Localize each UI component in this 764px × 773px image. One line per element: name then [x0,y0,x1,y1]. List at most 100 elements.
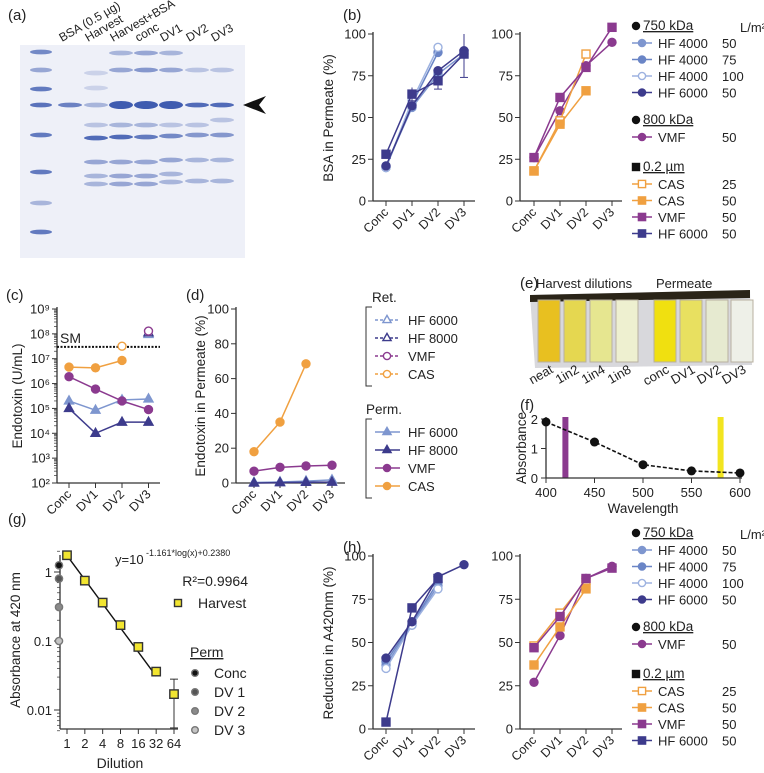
gel-band [30,49,52,55]
y-tick-label: 75 [499,68,513,83]
gel-band [109,67,133,73]
gel-band [185,67,209,73]
series-line [385,53,465,167]
x-tick-label: Conc [361,733,392,764]
gel-band [30,86,52,92]
gel-band [109,101,133,109]
legend-value: 50 [722,543,736,558]
data-point [381,717,391,727]
y-tick-label: 0 [506,194,513,209]
panel-label-b: (b) [343,7,361,24]
data-point [248,476,260,487]
data-point [433,76,443,86]
y-tick-label: 0 [531,471,538,486]
gel-band [134,67,158,73]
reference-line-label: SM [60,330,81,346]
data-point [64,371,74,382]
series-line [385,563,465,659]
legend-bracket [365,306,372,387]
data-point [433,42,443,53]
y-tick-label: 10⁹ [30,302,50,317]
data-point [90,363,101,373]
data-point [90,384,101,394]
x-tick-label: Conc [229,487,260,518]
series-line [533,90,587,172]
x-tick-label: Conc [509,205,540,236]
legend-marker [637,212,647,222]
legend-unit: L/m² [740,527,764,542]
data-point [381,149,391,159]
x-tick-label: DV2 [564,733,591,760]
x-tick-label: DV2 [284,487,311,514]
data-point [142,415,155,426]
legend-label: HF 6000 [658,593,708,608]
gel-band [134,134,158,140]
gel-band [84,85,108,91]
gel-band [134,173,158,179]
x-tick-label: DV1 [538,733,565,760]
data-point [142,392,155,403]
legend-marker [637,562,647,571]
y-tick-label: 80 [215,336,229,351]
legend-group-title: 0.2 µm [643,666,685,681]
legend-label: Conc [214,665,247,681]
x-axis-label: Dilution [97,755,144,771]
legend-marker [381,443,393,454]
cuvette [679,299,703,363]
legend-value: 75 [722,53,736,68]
data-point [275,462,285,473]
legend-marker [637,71,647,81]
legend-marker [637,38,647,48]
legend-label: HF 4000 [658,53,708,68]
series-line [253,481,333,484]
x-tick-label: DV1 [538,205,565,232]
data-point [607,563,617,573]
gel-band [210,117,234,123]
legend-marker [637,196,647,205]
fit-equation: y=10 [115,552,144,567]
y-tick-label: 0 [359,722,366,737]
x-tick-label: Conc [44,487,75,518]
panel-label-g: (g) [8,511,26,528]
data-point [581,86,591,96]
legend-label: HF 4000 [658,576,708,591]
gel-band [134,50,158,56]
x-tick-label: DV3 [442,733,469,760]
data-point [459,559,469,570]
legend-group-title: 750 kDa [643,18,694,33]
legend-group-marker [631,669,641,679]
gel-band [134,101,158,109]
x-tick-label: 600 [729,485,751,500]
cuvette [653,299,677,363]
data-point [169,689,179,699]
data-point [555,92,565,103]
data-point [407,89,417,99]
x-tick-label: 32 [149,736,163,751]
legend-value: 25 [722,177,736,192]
gel-band [210,178,234,184]
legend-value: 50 [722,593,736,608]
y-tick-label: 20 [215,441,229,456]
data-point [143,404,154,415]
legend-value: 50 [722,130,736,145]
series-line [545,421,741,474]
series-line [533,26,613,158]
y-axis-label: BSA in Permeate (%) [321,54,336,182]
y-tick-label: 25 [499,678,513,693]
legend-label: HF 6000 [408,313,458,328]
legend-marker [637,719,647,729]
gel-band [58,102,82,108]
data-point [327,460,337,470]
gel-band [84,135,108,141]
legend-value: 25 [722,684,736,699]
gel-band [159,171,183,177]
data-point [529,642,539,653]
x-tick-label: DV3 [310,487,337,514]
x-tick-label: 64 [167,736,181,751]
data-point [133,642,144,652]
legend-marker [637,578,647,588]
legend-marker [381,425,393,436]
wavelength-highlight-band [562,417,569,478]
legend-title: Perm [190,644,223,660]
y-tick-label: 25 [352,678,366,693]
